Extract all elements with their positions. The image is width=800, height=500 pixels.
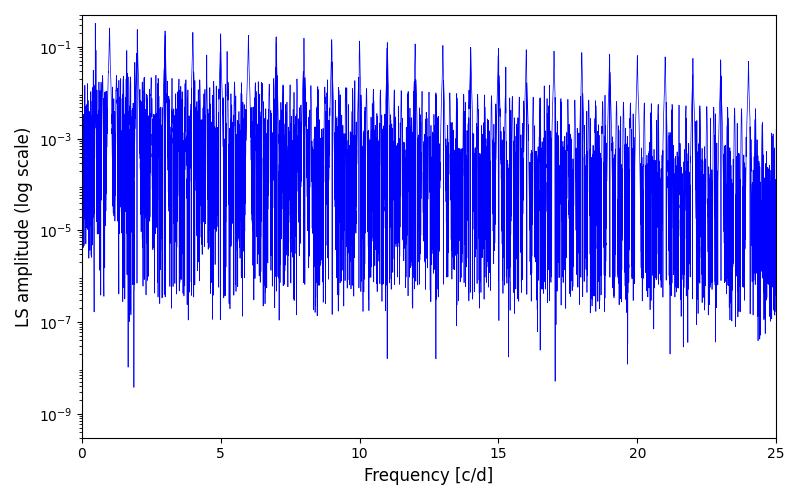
X-axis label: Frequency [c/d]: Frequency [c/d] [364,467,494,485]
Y-axis label: LS amplitude (log scale): LS amplitude (log scale) [15,126,33,326]
